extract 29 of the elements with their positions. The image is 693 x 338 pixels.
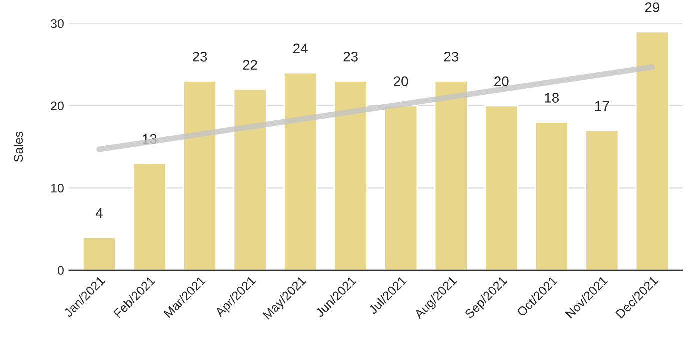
data-label: 17 [596,101,610,112]
data-label: 23 [344,52,358,62]
bar [132,162,167,270]
data-label: 29 [645,2,660,12]
bar [635,31,670,270]
bar [334,80,368,270]
bar [284,72,318,270]
data-label: 20 [394,76,408,86]
data-label: 4 [96,208,103,218]
bar [82,236,116,270]
y-axis-title: Sales [14,132,24,162]
y-tick-label: 30 [51,19,64,28]
data-label: 18 [545,93,560,103]
bar [182,80,218,270]
y-tick-label: 0 [58,266,64,276]
data-label: 22 [243,60,258,70]
data-label: 24 [294,44,308,54]
data-label: 23 [192,52,208,62]
data-label: 20 [494,76,509,86]
y-tick-label: 20 [51,102,64,111]
data-label: 13 [143,134,157,144]
data-label: 23 [444,52,458,62]
bar [434,80,468,270]
bar [585,130,620,270]
bar [484,105,519,270]
bar [534,122,569,270]
y-tick-label: 10 [51,184,64,193]
bar [384,105,418,270]
bar [233,88,268,270]
